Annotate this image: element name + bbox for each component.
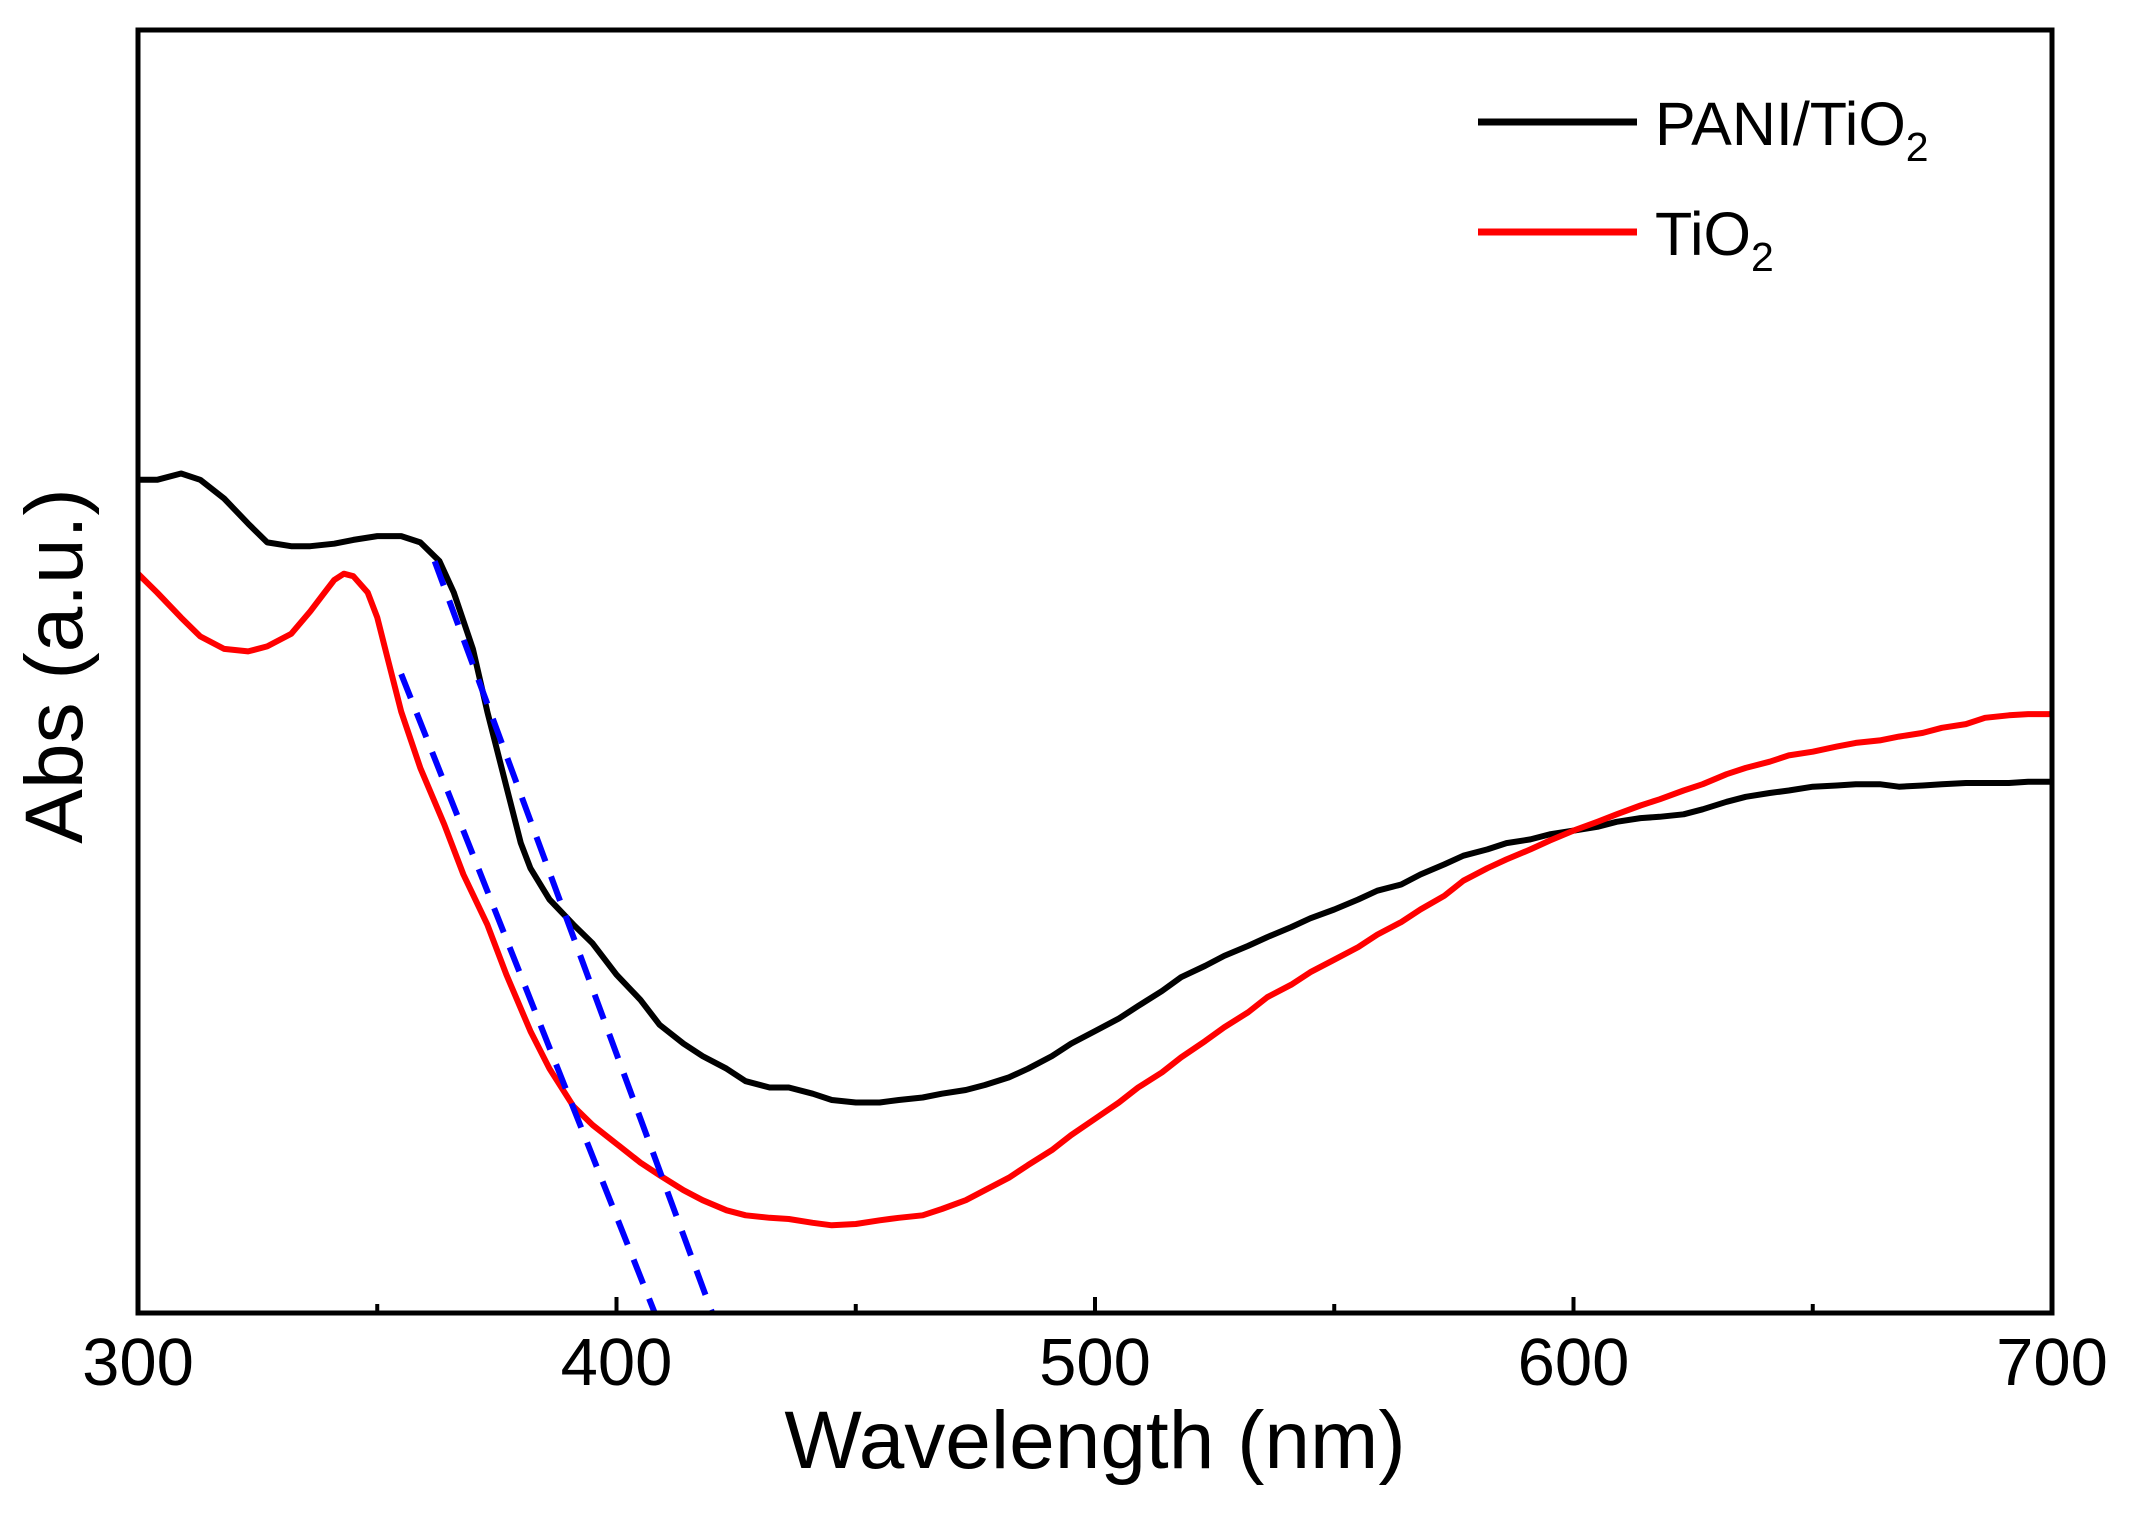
series-line-tio2 bbox=[135, 570, 2052, 1229]
x-tick-label-400: 400 bbox=[561, 1325, 673, 1400]
x-tick-label-700: 700 bbox=[1996, 1325, 2108, 1400]
tangent-layer bbox=[398, 560, 716, 1315]
tangent-panitio2 bbox=[431, 560, 716, 1315]
legend-label-panitio2-sub: 2 bbox=[1906, 124, 1929, 170]
y-axis-title: Abs (a.u.) bbox=[9, 488, 100, 843]
series-layer bbox=[135, 470, 2052, 1229]
x-tick-label-500: 500 bbox=[1039, 1325, 1151, 1400]
legend-label-panitio2: PANI/TiO2 bbox=[1655, 90, 1929, 170]
legend-label-tio2-main: TiO bbox=[1655, 200, 1751, 268]
x-axis-title: Wavelength (nm) bbox=[784, 1395, 1405, 1486]
x-tick-label-300: 300 bbox=[82, 1325, 194, 1400]
tangent-tio2 bbox=[398, 672, 658, 1315]
legend-label-tio2: TiO2 bbox=[1655, 200, 1774, 280]
x-tick-label-600: 600 bbox=[1518, 1325, 1630, 1400]
legend: PANI/TiO2 TiO2 bbox=[1478, 90, 1929, 280]
series-line-panitio2 bbox=[138, 470, 2052, 1106]
legend-label-tio2-sub: 2 bbox=[1751, 234, 1774, 280]
legend-label-panitio2-main: PANI/TiO bbox=[1655, 90, 1906, 158]
x-axis-ticks: 300 400 500 600 700 bbox=[82, 1297, 2108, 1400]
